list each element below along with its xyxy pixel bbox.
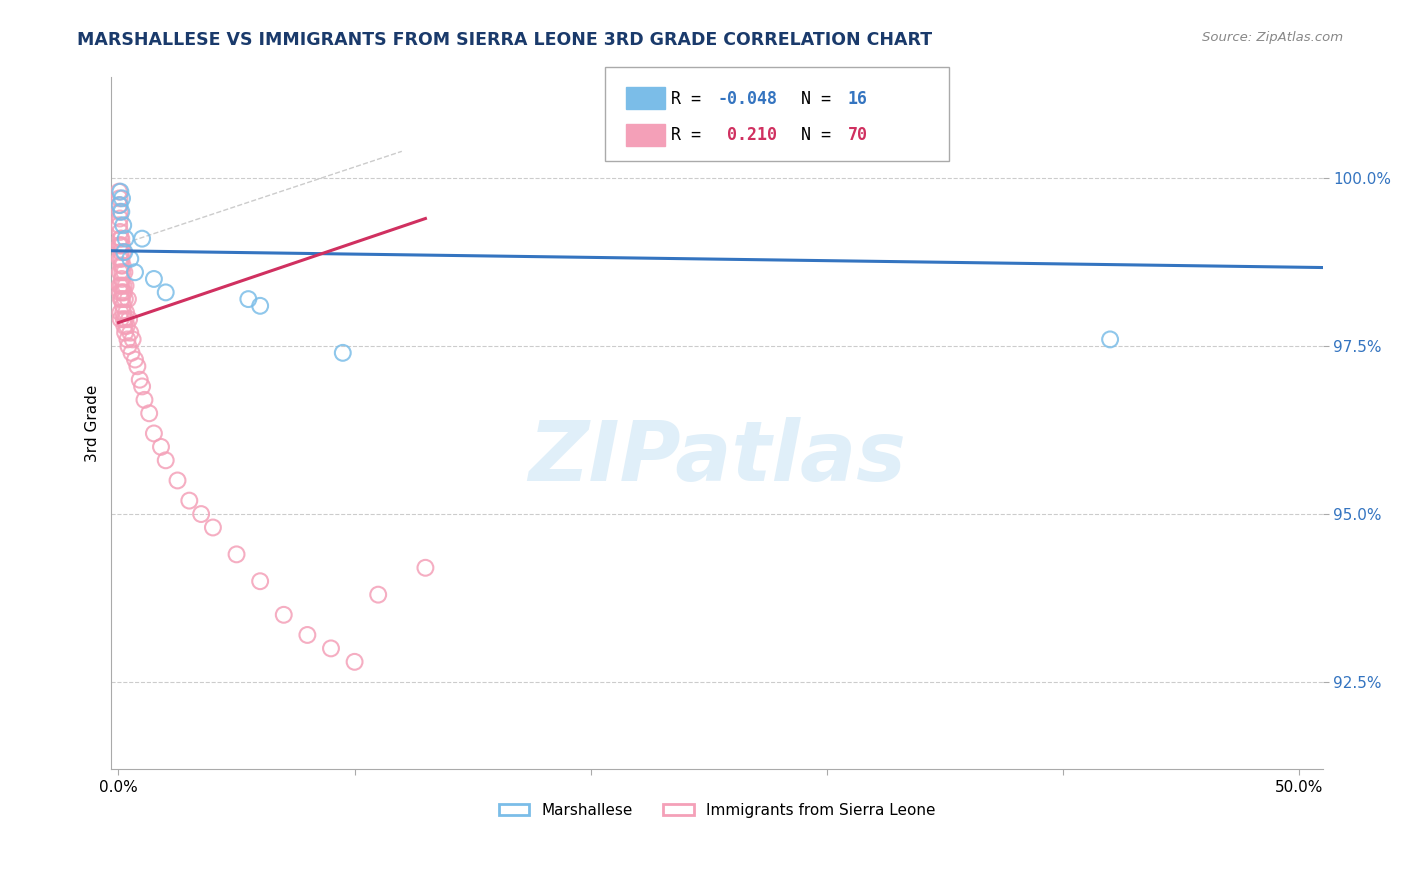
Point <box>179 493 201 508</box>
Point <box>415 561 437 575</box>
Point <box>114 292 136 306</box>
Text: Source: ZipAtlas.com: Source: ZipAtlas.com <box>1202 31 1343 45</box>
Point <box>124 265 146 279</box>
Point <box>108 252 131 266</box>
Point <box>108 238 131 252</box>
Point <box>112 285 135 300</box>
Point <box>131 232 153 246</box>
Point <box>319 641 342 656</box>
Point <box>117 333 139 347</box>
Point <box>108 204 131 219</box>
Point <box>127 359 149 374</box>
Text: N =: N = <box>801 90 841 108</box>
Text: -0.048: -0.048 <box>717 90 778 108</box>
Point <box>111 285 134 300</box>
Point <box>108 285 131 300</box>
Y-axis label: 3rd Grade: 3rd Grade <box>86 384 100 462</box>
Point <box>121 346 143 360</box>
Text: MARSHALLESE VS IMMIGRANTS FROM SIERRA LEONE 3RD GRADE CORRELATION CHART: MARSHALLESE VS IMMIGRANTS FROM SIERRA LE… <box>77 31 932 49</box>
Text: ZIPatlas: ZIPatlas <box>529 417 905 499</box>
Point <box>108 185 131 199</box>
Point <box>150 440 173 454</box>
Point <box>114 326 136 340</box>
Point <box>249 574 271 589</box>
Point <box>108 278 131 293</box>
Point <box>115 318 138 333</box>
Point <box>111 191 134 205</box>
Text: R =: R = <box>671 90 710 108</box>
Point <box>134 392 156 407</box>
Point <box>273 607 295 622</box>
Point <box>225 547 247 561</box>
Point <box>108 191 131 205</box>
Point <box>1099 333 1122 347</box>
Point <box>110 292 132 306</box>
Text: 16: 16 <box>848 90 868 108</box>
Point <box>110 252 132 266</box>
Point <box>108 225 131 239</box>
Point <box>155 453 177 467</box>
Point <box>124 352 146 367</box>
Point <box>110 259 132 273</box>
Point <box>108 198 131 212</box>
Point <box>131 379 153 393</box>
Point <box>112 218 135 232</box>
Point <box>108 265 131 279</box>
Point <box>110 305 132 319</box>
Point <box>108 211 131 226</box>
Text: R =: R = <box>671 127 710 145</box>
Point <box>166 474 188 488</box>
Point <box>111 299 134 313</box>
Point <box>108 198 131 212</box>
Point <box>138 406 160 420</box>
Text: 70: 70 <box>848 127 868 145</box>
Point <box>343 655 366 669</box>
Point <box>112 245 135 260</box>
Point <box>128 373 150 387</box>
Point <box>110 185 132 199</box>
Point <box>112 318 135 333</box>
Point <box>110 245 132 260</box>
Point <box>238 292 260 306</box>
Point <box>111 259 134 273</box>
Point <box>117 339 139 353</box>
Point <box>117 292 139 306</box>
Point <box>114 312 136 326</box>
Point <box>112 265 135 279</box>
Point <box>111 265 134 279</box>
Point <box>112 278 135 293</box>
Point <box>114 232 136 246</box>
Point <box>108 218 131 232</box>
Point <box>155 285 177 300</box>
Point <box>190 507 212 521</box>
Point <box>112 245 135 260</box>
Point <box>111 238 134 252</box>
Point <box>120 252 142 266</box>
Point <box>118 312 141 326</box>
Point <box>142 272 165 286</box>
Point <box>110 238 132 252</box>
Point <box>297 628 319 642</box>
Point <box>367 588 389 602</box>
Point <box>111 292 134 306</box>
Point <box>110 232 132 246</box>
Point <box>110 204 132 219</box>
Legend: Marshallese, Immigrants from Sierra Leone: Marshallese, Immigrants from Sierra Leon… <box>492 797 942 824</box>
Point <box>112 312 135 326</box>
Point <box>142 426 165 441</box>
Text: N =: N = <box>801 127 841 145</box>
Point <box>110 232 132 246</box>
Point <box>115 305 138 319</box>
Point <box>112 305 135 319</box>
Point <box>120 326 142 340</box>
Point <box>249 299 271 313</box>
Point <box>114 278 136 293</box>
Text: 0.210: 0.210 <box>717 127 778 145</box>
Point <box>110 278 132 293</box>
Point <box>201 520 224 534</box>
Point <box>121 333 143 347</box>
Point <box>332 346 354 360</box>
Point <box>110 312 132 326</box>
Point <box>111 272 134 286</box>
